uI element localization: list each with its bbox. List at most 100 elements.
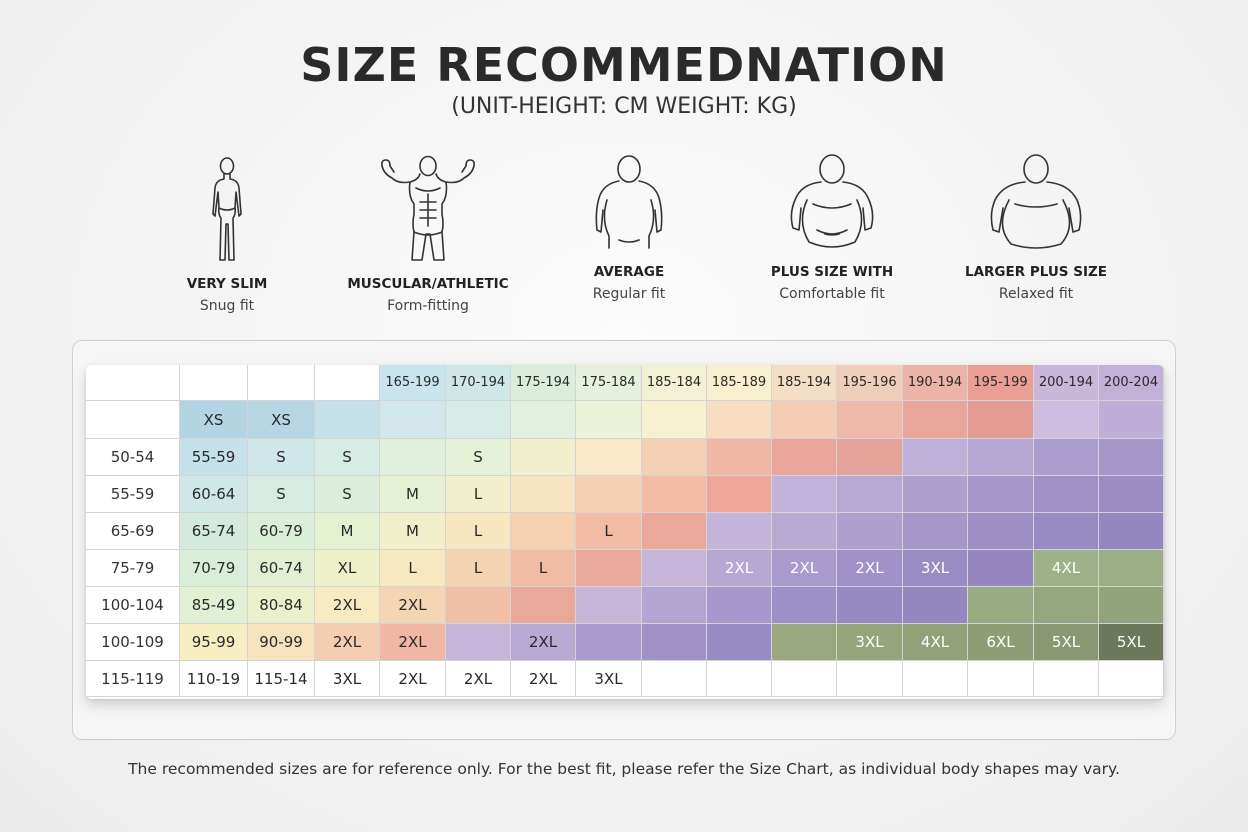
body-type-name: AVERAGE (593, 264, 665, 280)
size-cell (837, 439, 903, 476)
size-cell: 3XL (315, 661, 380, 697)
size-cell: L (446, 476, 511, 513)
size-cell: 55-59 (180, 439, 248, 476)
size-cell (968, 513, 1034, 550)
size-cell: S (248, 476, 315, 513)
size-cell: 2XL (380, 587, 446, 624)
size-cell: 3XL (576, 661, 642, 697)
height-header-cell: 195-199 (968, 365, 1034, 401)
size-cell: S (315, 439, 380, 476)
larger-plus-size-figure-icon (990, 154, 1082, 249)
size-cell (772, 624, 837, 661)
size-cell (511, 401, 576, 439)
size-cell: S (248, 439, 315, 476)
size-cell (1099, 587, 1164, 624)
size-cell: 6XL (1034, 661, 1099, 697)
body-type-name: VERY SLIM (186, 276, 268, 292)
body-type-average: AVERAGE Regular fit (539, 152, 719, 302)
size-cell: 6XL (903, 661, 968, 697)
size-cell (446, 624, 511, 661)
height-header-cell (248, 365, 315, 401)
body-type-name: LARGER PLUS SIZE (964, 264, 1107, 280)
size-cell: L (380, 550, 446, 587)
height-header-cell: 185-184 (642, 365, 707, 401)
body-type-name: PLUS SIZE WITH (770, 264, 894, 280)
size-cell: 110-19 (180, 661, 248, 697)
size-cell: 4XL (1034, 550, 1099, 587)
size-cell (1099, 513, 1164, 550)
height-header-cell: 170-194 (446, 365, 511, 401)
body-type-fit: Form-fitting (387, 298, 469, 314)
size-cell: 2XL (315, 624, 380, 661)
height-header-cell: 175-194 (511, 365, 576, 401)
size-cell: 2XL (315, 587, 380, 624)
height-header-cell (86, 365, 180, 401)
height-header-cell (180, 365, 248, 401)
size-cell: XS (248, 401, 315, 439)
size-cell (642, 587, 707, 624)
size-cell (968, 401, 1034, 439)
body-type-fit: Regular fit (592, 286, 666, 302)
size-cell (837, 476, 903, 513)
size-cell (837, 513, 903, 550)
size-cell: 5XL (1099, 624, 1164, 661)
height-header-cell: 190-194 (903, 365, 968, 401)
weight-row-label: 50-54 (86, 439, 180, 476)
size-cell (707, 587, 772, 624)
very-slim-figure-icon (212, 157, 242, 261)
body-type-larger-plus-size: LARGER PLUS SIZE Relaxed fit (946, 152, 1126, 302)
size-cell (446, 587, 511, 624)
size-cell (315, 401, 380, 439)
weight-row-label (86, 401, 180, 439)
size-cell (707, 513, 772, 550)
size-cell (837, 401, 903, 439)
body-type-name: MUSCULAR/ATHLETIC (347, 276, 509, 292)
size-cell (968, 439, 1034, 476)
body-type-muscular: MUSCULAR/ATHLETIC Form-fitting (338, 152, 518, 314)
size-cell (707, 476, 772, 513)
muscular-figure-icon (381, 155, 475, 261)
size-cell (511, 476, 576, 513)
size-cell (642, 550, 707, 587)
size-cell (576, 439, 642, 476)
size-table: 165-199 170-194 175-194 175-184 185-184 185-1… (86, 365, 1164, 699)
size-cell: S (446, 439, 511, 476)
size-cell (642, 401, 707, 439)
size-cell (707, 624, 772, 661)
size-cell: 90-99 (248, 624, 315, 661)
height-header-cell: 185-194 (772, 365, 837, 401)
footnote: The recommended sizes are for reference … (128, 760, 1120, 778)
size-cell (576, 476, 642, 513)
size-cell: 2XL (380, 624, 446, 661)
size-cell: M (380, 476, 446, 513)
size-cell (1034, 513, 1099, 550)
weight-row-label: 100-109 (86, 624, 180, 661)
height-header-cell: 195-196 (837, 365, 903, 401)
size-cell: 65-74 (180, 513, 248, 550)
size-cell: M (315, 513, 380, 550)
size-cell (576, 550, 642, 587)
size-cell (903, 401, 968, 439)
size-cell: 60-64 (180, 476, 248, 513)
size-cell (576, 624, 642, 661)
size-cell: 60-79 (248, 513, 315, 550)
body-type-fit: Comfortable fit (779, 286, 885, 302)
size-cell (642, 513, 707, 550)
size-cell (772, 476, 837, 513)
weight-row-label: 55-59 (86, 476, 180, 513)
size-cell: 70-79 (180, 550, 248, 587)
size-cell: 60-74 (248, 550, 315, 587)
size-cell: L (446, 513, 511, 550)
size-cell: 4XL (903, 624, 968, 661)
size-cell (1034, 439, 1099, 476)
size-cell (707, 661, 772, 697)
size-cell (380, 401, 446, 439)
page-subtitle: (UNIT-HEIGHT: CM WEIGHT: KG) (451, 94, 797, 119)
size-cell: 3XL (837, 624, 903, 661)
body-type-very-slim: VERY SLIM Snug fit (137, 152, 317, 314)
size-cell (1034, 476, 1099, 513)
height-header-cell: 200-204 (1099, 365, 1164, 401)
size-cell (1034, 587, 1099, 624)
size-cell: 5XL (1034, 624, 1099, 661)
size-cell (1099, 476, 1164, 513)
